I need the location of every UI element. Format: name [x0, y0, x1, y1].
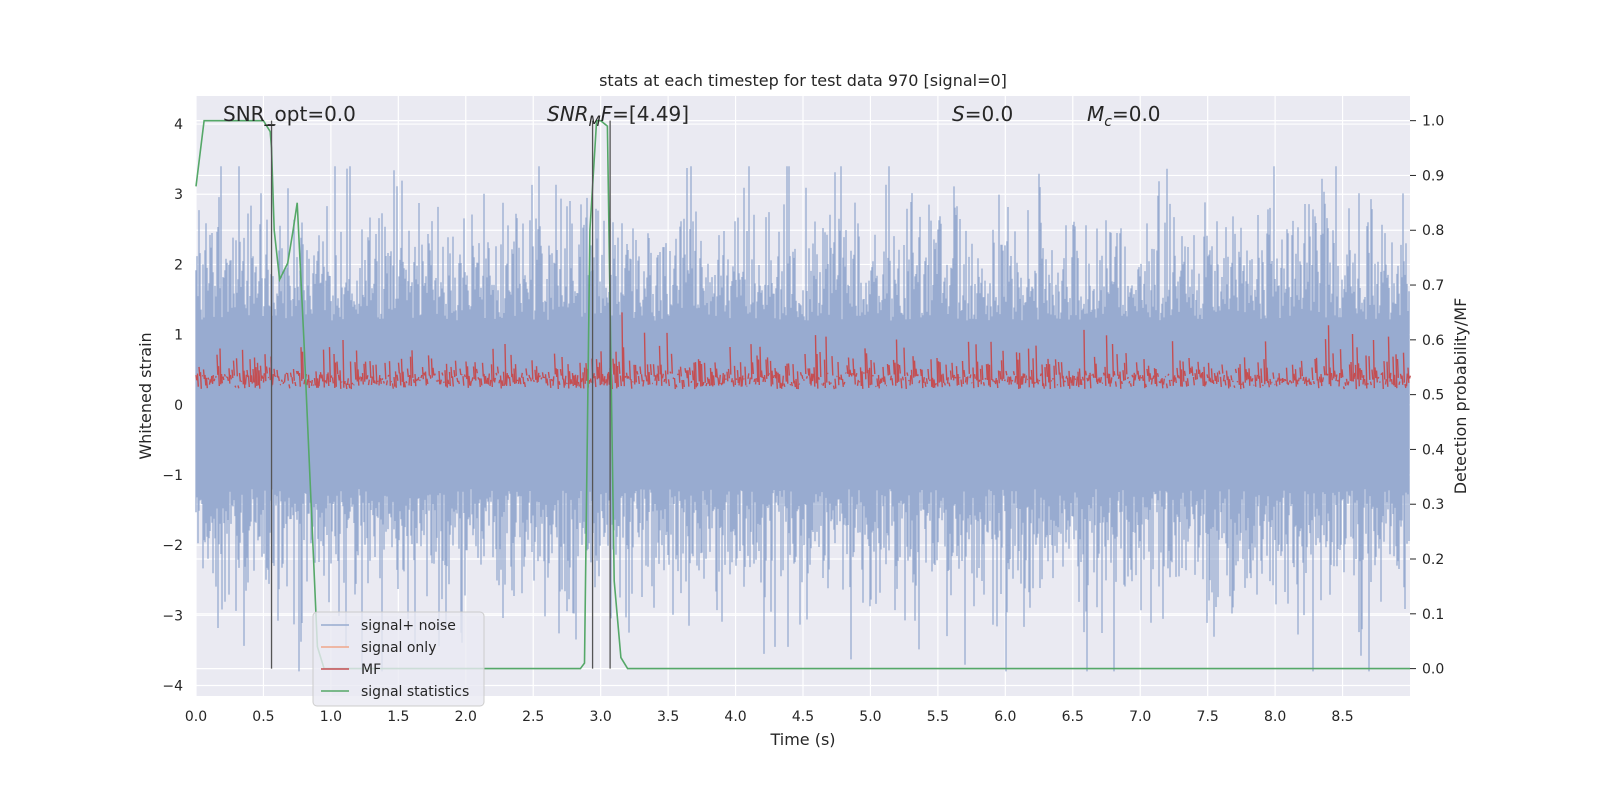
y-tick-label: −1	[162, 468, 183, 484]
x-tick-label: 0.0	[185, 709, 207, 725]
snr-mf-value: =[4.49]	[612, 102, 689, 126]
annotations: SNR_opt=0.0 SNRMF=[4.49] S=0.0 Mc=0.0	[223, 102, 1161, 130]
x-tick-label: 7.0	[1129, 709, 1151, 725]
y2-tick-label: 0.9	[1422, 168, 1444, 184]
y-tick-label: 3	[174, 187, 183, 203]
x-axis-label: Time (s)	[769, 730, 835, 749]
x-tick-label: 5.5	[927, 709, 949, 725]
legend-label: signal only	[361, 640, 436, 656]
y2-tick-label: 0.2	[1422, 552, 1444, 568]
legend-box	[312, 611, 485, 707]
y-tick-label: 0	[174, 398, 183, 414]
axes: 0.0 0.5 1.0 1.5 2.0 2.5 3.0 3.5 4.0 4.5 5.0 5.5 6.0 6…	[162, 114, 1444, 725]
y2-tick-label: 0.8	[1422, 223, 1444, 239]
y-tick-label: 4	[174, 117, 183, 133]
legend-label: signal statistics	[361, 684, 469, 700]
legend: signal+ noise signal only MF signal statist…	[312, 611, 485, 707]
y2-tick-label: 0.1	[1422, 607, 1444, 623]
x-tick-label: 5.0	[859, 709, 881, 725]
y2-tick-label: 0.5	[1422, 388, 1444, 404]
x-tick-label: 8.5	[1331, 709, 1353, 725]
x-tick-label: 0.5	[252, 709, 274, 725]
y-axis-label: Whitened strain	[136, 332, 155, 459]
y-tick-label: −2	[162, 538, 183, 554]
y2-tick-label: 0.0	[1422, 662, 1444, 678]
y2-tick-label: 0.6	[1422, 333, 1444, 349]
mc-subscript: c	[1104, 114, 1112, 130]
x-tick-label: 2.5	[522, 709, 544, 725]
y-tick-label: −3	[162, 608, 183, 624]
x-tick-label: 1.5	[387, 709, 409, 725]
mc-name: M	[1087, 102, 1104, 126]
s-name: S	[952, 102, 965, 126]
snr-opt-annotation: SNR_opt=0.0	[223, 102, 356, 126]
s-annotation: S=0.0	[952, 102, 1013, 126]
x-tick-label: 2.0	[455, 709, 477, 725]
y-tick-label: 2	[174, 257, 183, 273]
y2-tick-label: 0.7	[1422, 278, 1444, 294]
snr-mf-name: SNR	[547, 102, 589, 126]
mc-value: =0.0	[1112, 102, 1161, 126]
x-tick-label: 7.5	[1197, 709, 1219, 725]
x-tick-label: 6.0	[994, 709, 1016, 725]
x-tick-label: 4.0	[724, 709, 746, 725]
snr-mf-name-2: F	[601, 102, 613, 126]
x-tick-label: 4.5	[792, 709, 814, 725]
legend-label: signal+ noise	[361, 618, 456, 634]
y-tick-label: −4	[162, 678, 183, 694]
legend-label: MF	[361, 662, 381, 678]
snr-mf-subscript: M	[589, 114, 601, 130]
x-tick-label: 3.5	[657, 709, 679, 725]
snr-opt-value: =0.0	[307, 102, 356, 126]
x-tick-label: 3.0	[590, 709, 612, 725]
x-tick-label: 6.5	[1062, 709, 1084, 725]
y2-tick-label: 1.0	[1422, 114, 1444, 130]
snr-mf-annotation: SNRMF=[4.49]	[547, 102, 689, 130]
chart-title: stats at each timestep for test data 970…	[599, 71, 1007, 90]
snr-opt-name: SNR_opt	[223, 102, 307, 126]
y-tick-label: 1	[174, 328, 183, 344]
s-value: =0.0	[965, 102, 1014, 126]
y2-tick-label: 0.4	[1422, 442, 1444, 458]
y2-tick-label: 0.3	[1422, 497, 1444, 513]
x-tick-label: 8.0	[1264, 709, 1286, 725]
y2-axis-label: Detection probability/MF	[1451, 298, 1470, 495]
mf-series	[195, 312, 1411, 390]
mc-annotation: Mc=0.0	[1087, 102, 1161, 130]
x-tick-label: 1.0	[320, 709, 342, 725]
